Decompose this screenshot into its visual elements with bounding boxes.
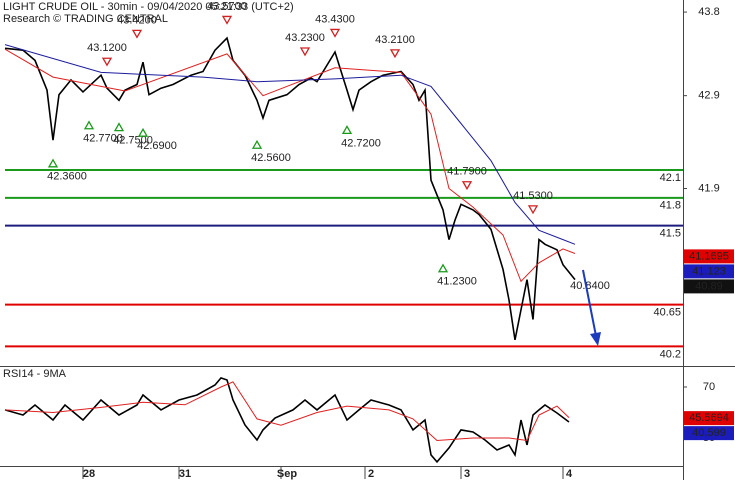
annotation-label: 43.2300 [285, 32, 325, 44]
high-marker [461, 181, 473, 191]
low-marker [137, 127, 149, 137]
price-box [684, 249, 734, 264]
x-tick-label: 31 [179, 468, 191, 480]
low-marker [113, 122, 125, 132]
annotation-label: 42.7700 [83, 133, 123, 145]
x-tick-label: 4 [566, 468, 573, 480]
annotation-label: 40.8400 [570, 280, 610, 292]
plot-layer: 42.1 41.8 41.5 40.65 40.2 43.8 42.9 41.9 42.3600… [4, 0, 734, 480]
price-box-label: 45.5694 [689, 412, 729, 424]
price-box-label: 40.89 [695, 280, 723, 292]
high-marker [299, 47, 311, 57]
price-box-label: 40.599 [692, 427, 726, 439]
price-box-label: 41.123 [692, 265, 726, 277]
annotation-label: 43.5700 [207, 0, 247, 12]
high-marker [101, 57, 113, 67]
level-label: 40.2 [660, 348, 681, 360]
high-marker [221, 15, 233, 25]
forecast-arrow [582, 269, 597, 337]
series-line [4, 381, 570, 442]
level-label: 42.1 [660, 172, 681, 184]
annotation-label: 42.5600 [251, 152, 291, 164]
low-marker [47, 158, 59, 168]
low-marker [83, 120, 95, 130]
annotation-label: 43.2100 [375, 34, 415, 46]
chart-subtitle: Research © TRADING CENTRAL [3, 13, 168, 25]
x-tick-label: 3 [464, 468, 470, 480]
x-tick-label: Sep [277, 468, 297, 480]
y-tick-label: 43.8 [698, 6, 719, 18]
annotation-label: 42.3600 [47, 171, 87, 183]
forecast-arrow-head [590, 332, 601, 346]
price-box [684, 279, 734, 294]
rsi-title: RSI14 - 9MA [3, 368, 67, 380]
high-marker [389, 49, 401, 59]
price-box [684, 411, 734, 426]
series-line [4, 44, 576, 245]
low-marker [437, 263, 449, 273]
y-tick-label: 41.9 [698, 182, 719, 194]
series-line [4, 376, 570, 464]
annotation-label: 43.1200 [87, 42, 127, 54]
annotation-label: 42.6900 [137, 140, 177, 152]
low-marker [341, 125, 353, 135]
chart-title: LIGHT CRUDE OIL - 30min - 09/04/2020 05:… [3, 1, 294, 13]
x-tick-label: 28 [83, 468, 95, 480]
high-marker [527, 205, 539, 215]
annotation-label: 43.4200 [117, 14, 157, 26]
price-box [684, 426, 734, 441]
high-marker [329, 28, 341, 38]
series-line [4, 48, 576, 283]
price-box-label: 41.1695 [689, 250, 729, 262]
y-tick-label: 70 [703, 381, 715, 393]
annotation-label: 42.7200 [341, 137, 381, 149]
level-label: 41.5 [660, 228, 681, 240]
annotation-label: 41.2300 [437, 276, 477, 288]
price-box [684, 264, 734, 279]
x-tick-label: 2 [368, 468, 374, 480]
annotation-label: 42.7500 [113, 134, 153, 146]
low-marker [251, 139, 263, 149]
level-label: 41.8 [660, 200, 681, 212]
annotation-label: 43.4300 [315, 13, 355, 25]
annotation-label: 41.5300 [513, 190, 553, 202]
annotation-label: 41.7900 [447, 166, 487, 178]
high-marker [131, 29, 143, 39]
level-label: 40.65 [653, 307, 681, 319]
y-tick-label: 42.9 [698, 90, 719, 102]
